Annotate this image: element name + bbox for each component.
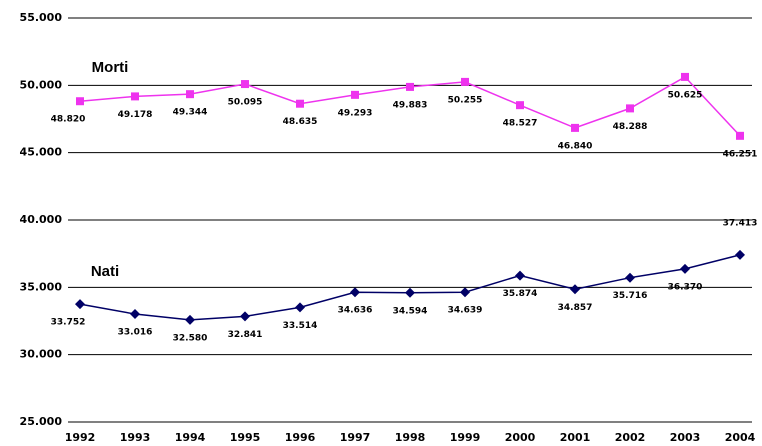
- x-tick-label: 2001: [560, 431, 591, 444]
- x-tick-label: 2002: [615, 431, 646, 444]
- x-tick-label: 2003: [670, 431, 701, 444]
- data-label: 49.344: [173, 108, 208, 118]
- data-label: 48.527: [503, 119, 538, 129]
- marker: [131, 92, 139, 101]
- data-label: 34.636: [338, 306, 373, 316]
- y-tick-label: 50.000: [20, 78, 63, 91]
- marker: [405, 287, 415, 298]
- data-label: 36.370: [668, 282, 703, 292]
- x-tick-label: 1999: [450, 431, 481, 444]
- data-label: 49.883: [393, 100, 428, 110]
- marker: [75, 299, 85, 310]
- x-tick-label: 1994: [175, 431, 206, 444]
- y-tick-label: 25.000: [20, 415, 63, 428]
- data-label: 32.841: [228, 330, 263, 340]
- marker: [625, 272, 635, 283]
- data-label: 48.288: [613, 122, 648, 132]
- data-label: 34.594: [393, 306, 428, 316]
- data-label: 34.639: [448, 306, 483, 316]
- data-label: 33.514: [283, 321, 318, 331]
- marker: [76, 97, 84, 106]
- data-label: 48.635: [283, 117, 318, 127]
- marker: [680, 263, 690, 274]
- data-label: 33.752: [51, 318, 86, 328]
- marker: [460, 287, 470, 298]
- marker: [736, 131, 744, 140]
- data-label: 50.255: [448, 95, 483, 105]
- y-tick-label: 35.000: [20, 280, 63, 293]
- data-label: 33.016: [118, 328, 153, 338]
- data-label: 46.251: [723, 149, 758, 159]
- marker: [735, 249, 745, 260]
- x-tick-label: 1992: [65, 431, 96, 444]
- marker: [461, 77, 469, 86]
- x-tick-label: 1996: [285, 431, 316, 444]
- series-name: Nati: [91, 263, 119, 280]
- x-tick-label: 1998: [395, 431, 426, 444]
- data-label: 35.874: [503, 289, 538, 299]
- marker: [130, 309, 140, 320]
- marker: [241, 80, 249, 89]
- y-tick-label: 45.000: [20, 146, 63, 159]
- data-label: 50.095: [228, 98, 263, 108]
- marker: [295, 302, 305, 313]
- data-label: 32.580: [173, 333, 208, 343]
- series-name: Morti: [92, 59, 129, 76]
- data-label: 50.625: [668, 90, 703, 100]
- x-tick-label: 2004: [725, 431, 756, 444]
- x-tick-label: 1993: [120, 431, 151, 444]
- marker: [626, 104, 634, 113]
- data-label: 35.716: [613, 291, 648, 301]
- data-label: 49.293: [338, 108, 373, 118]
- marker: [570, 284, 580, 295]
- data-label: 48.820: [51, 115, 86, 125]
- data-label: 46.840: [558, 141, 593, 151]
- marker: [186, 90, 194, 99]
- x-tick-label: 1997: [340, 431, 371, 444]
- marker: [571, 123, 579, 132]
- y-tick-label: 55.000: [20, 11, 63, 24]
- marker: [406, 82, 414, 91]
- data-label: 37.413: [723, 218, 758, 228]
- x-tick-label: 2000: [505, 431, 536, 444]
- x-tick-label: 1995: [230, 431, 261, 444]
- data-label: 49.178: [118, 110, 153, 120]
- marker: [681, 72, 689, 81]
- marker: [516, 101, 524, 110]
- y-tick-label: 40.000: [20, 213, 63, 226]
- y-tick-label: 30.000: [20, 348, 63, 361]
- marker: [296, 99, 304, 108]
- marker: [185, 314, 195, 325]
- marker: [240, 311, 250, 322]
- marker: [351, 90, 359, 99]
- data-label: 34.857: [558, 303, 593, 313]
- marker: [350, 287, 360, 298]
- marker: [515, 270, 525, 281]
